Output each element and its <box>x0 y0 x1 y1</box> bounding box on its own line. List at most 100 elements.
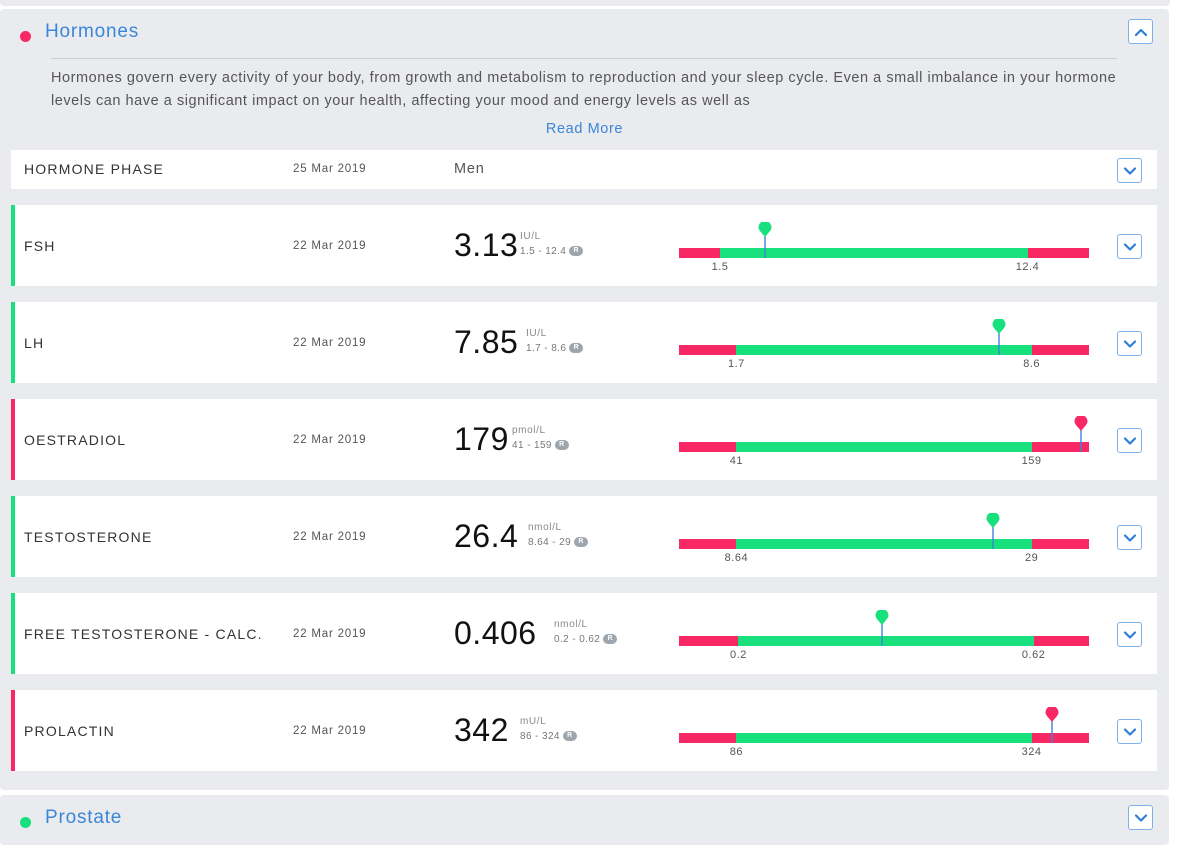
expand-row-button[interactable] <box>1117 331 1142 356</box>
normal-zone <box>736 733 1032 743</box>
reference-badge[interactable]: R <box>603 634 618 645</box>
test-range: 0.2 - 0.62 R <box>554 634 618 645</box>
reference-badge[interactable]: R <box>569 246 584 257</box>
chevron-up-icon <box>1134 28 1147 36</box>
hormones-panel: Hormones Hormones govern every activity … <box>0 9 1169 790</box>
normal-zone <box>738 636 1034 646</box>
high-zone <box>1031 345 1089 355</box>
test-name: PROLACTIN <box>24 723 115 739</box>
phase-value: Men <box>454 161 485 177</box>
expand-row-button[interactable] <box>1117 719 1142 744</box>
section-description: Hormones govern every activity of your b… <box>51 70 1117 109</box>
test-date: 22 Mar 2019 <box>293 240 367 252</box>
value-marker-icon <box>758 222 772 258</box>
test-row: FSH 22 Mar 2019 3.13 IU/L 1.5 - 12.4 R 1.… <box>11 205 1157 286</box>
test-name: LH <box>24 335 45 351</box>
low-tick-label: 41 <box>729 455 744 467</box>
low-zone <box>679 345 737 355</box>
expand-row-button[interactable] <box>1117 234 1142 259</box>
test-value: 179 <box>454 421 509 457</box>
value-marker-icon <box>986 513 1000 549</box>
test-meta: nmol/L 0.2 - 0.62 R <box>554 619 618 645</box>
test-row: OESTRADIOL 22 Mar 2019 179 pmol/L 41 - 1… <box>11 399 1157 480</box>
test-unit: pmol/L <box>512 425 546 436</box>
range-bar: 86 324 <box>679 707 1089 758</box>
test-value: 7.85 <box>454 324 519 360</box>
high-zone <box>1027 248 1089 258</box>
status-accent <box>11 690 15 771</box>
chevron-down-icon <box>1123 533 1136 542</box>
test-date: 22 Mar 2019 <box>293 725 367 737</box>
previous-panel-edge <box>0 0 1170 6</box>
test-range: 1.7 - 8.6 R <box>526 343 584 354</box>
row-date: 25 Mar 2019 <box>293 163 367 175</box>
high-tick-label: 159 <box>1021 455 1042 467</box>
status-accent <box>11 496 15 577</box>
test-row: FREE TESTOSTERONE - CALC. 22 Mar 2019 0.… <box>11 593 1157 674</box>
test-name: OESTRADIOL <box>24 432 127 448</box>
status-accent <box>11 399 15 480</box>
test-name: FSH <box>24 238 56 254</box>
high-tick-label: 29 <box>1024 552 1039 564</box>
test-range: 41 - 159 R <box>512 440 569 451</box>
expand-row-button[interactable] <box>1117 622 1142 647</box>
reference-badge[interactable]: R <box>569 343 584 354</box>
reference-badge[interactable]: R <box>574 537 589 548</box>
status-dot-icon <box>20 817 31 828</box>
test-meta: mU/L 86 - 324 R <box>520 716 577 742</box>
test-value: 26.4 <box>454 518 519 554</box>
test-name: TESTOSTERONE <box>24 529 153 545</box>
collapse-hormones-button[interactable] <box>1128 19 1153 44</box>
low-tick-label: 0.2 <box>730 649 747 661</box>
test-unit: mU/L <box>520 716 547 727</box>
read-more-link[interactable]: Read More <box>545 121 624 137</box>
status-dot-icon <box>20 31 31 42</box>
chevron-down-icon <box>1123 166 1136 175</box>
normal-zone <box>736 442 1032 452</box>
chevron-down-icon <box>1123 630 1136 639</box>
test-name: FREE TESTOSTERONE - CALC. <box>24 626 263 642</box>
expand-prostate-button[interactable] <box>1128 805 1153 830</box>
test-range: 8.64 - 29 R <box>528 537 589 548</box>
range-bar: 1.7 8.6 <box>679 319 1089 370</box>
test-range-text: 1.7 - 8.6 <box>526 343 567 354</box>
test-date: 22 Mar 2019 <box>293 628 367 640</box>
status-accent <box>11 302 15 383</box>
test-range: 1.5 - 12.4 R <box>520 246 584 257</box>
test-value: 0.406 <box>454 615 537 651</box>
range-bar: 41 159 <box>679 416 1089 467</box>
test-date: 22 Mar 2019 <box>293 531 367 543</box>
hormone-phase-row: HORMONE PHASE 25 Mar 2019 Men <box>11 150 1157 189</box>
test-unit: IU/L <box>526 328 547 339</box>
range-bar: 1.5 12.4 <box>679 222 1089 273</box>
expand-row-button[interactable] <box>1117 158 1142 183</box>
test-unit: nmol/L <box>554 619 588 630</box>
reference-badge[interactable]: R <box>554 440 569 451</box>
prostate-panel: Prostate <box>0 795 1169 845</box>
low-zone <box>679 442 737 452</box>
high-zone <box>1033 636 1089 646</box>
range-bar: 8.64 29 <box>679 513 1089 564</box>
normal-zone <box>736 539 1032 549</box>
low-tick-label: 86 <box>729 746 744 758</box>
low-zone <box>679 248 720 258</box>
high-zone <box>1031 442 1089 452</box>
chevron-down-icon <box>1123 727 1136 736</box>
low-tick-label: 1.7 <box>727 358 745 370</box>
test-range-text: 1.5 - 12.4 <box>520 246 567 257</box>
low-tick-label: 1.5 <box>711 261 729 273</box>
test-range-text: 8.64 - 29 <box>528 537 572 548</box>
expand-row-button[interactable] <box>1117 428 1142 453</box>
test-range-text: 86 - 324 <box>520 731 560 742</box>
reference-badge[interactable]: R <box>562 731 577 742</box>
test-date: 22 Mar 2019 <box>293 434 367 446</box>
range-bar: 0.2 0.62 <box>679 610 1089 661</box>
low-zone <box>679 733 737 743</box>
low-zone <box>679 539 737 549</box>
divider <box>51 58 1117 59</box>
test-meta: IU/L 1.7 - 8.6 R <box>526 328 584 354</box>
expand-row-button[interactable] <box>1117 525 1142 550</box>
test-range-text: 41 - 159 <box>512 440 552 451</box>
value-marker-icon <box>875 610 889 646</box>
value-marker-icon <box>1045 707 1059 743</box>
